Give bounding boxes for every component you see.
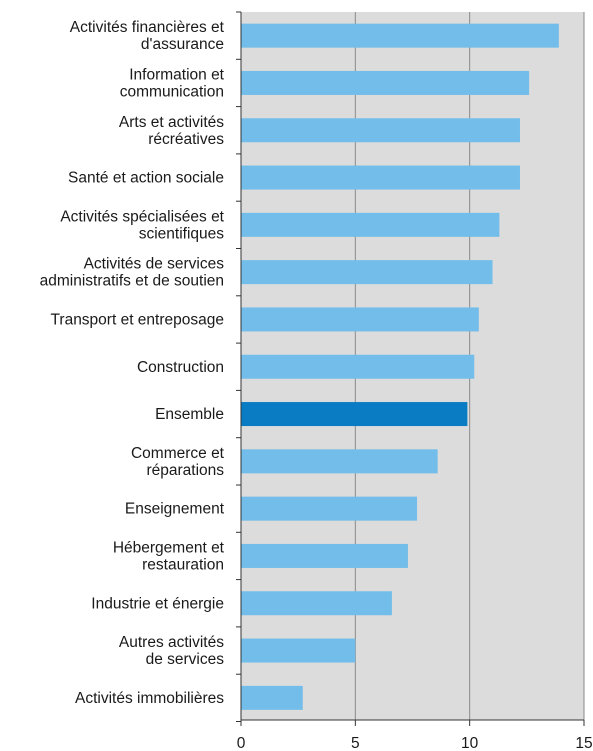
axes xyxy=(236,11,585,726)
bar xyxy=(241,638,356,663)
bar xyxy=(241,260,493,285)
bar xyxy=(241,543,408,568)
category-label: Santé et action sociale xyxy=(68,170,224,187)
category-label: Hébergement et restauration xyxy=(113,539,225,573)
x-tick-label: 0 xyxy=(237,735,246,751)
category-label: Activités immobilières xyxy=(75,690,224,707)
bar xyxy=(241,307,479,332)
bar-highlight xyxy=(241,402,468,427)
bar xyxy=(241,70,530,95)
x-tick-label: 10 xyxy=(461,735,479,751)
bars xyxy=(241,23,559,710)
category-label: Transport et entreposage xyxy=(51,311,224,328)
category-label: Information et communication xyxy=(120,66,225,100)
bar xyxy=(241,496,418,521)
x-tick-labels: 0 5 10 15 xyxy=(237,735,593,751)
category-label: Autres activités de services xyxy=(119,634,224,668)
bar xyxy=(241,165,520,190)
category-label: Activités spécialisées et scientifiques xyxy=(60,208,224,242)
bar xyxy=(241,591,392,616)
x-tick-label: 15 xyxy=(575,735,592,751)
category-label: Activités de services administratifs et d… xyxy=(40,256,225,290)
category-label: Construction xyxy=(137,359,224,376)
bar xyxy=(241,23,559,48)
bar xyxy=(241,354,475,379)
bar xyxy=(241,685,303,710)
bar xyxy=(241,212,500,237)
category-labels: Activités financières et d'assurance Infor… xyxy=(40,19,225,707)
x-tick-label: 5 xyxy=(351,735,360,751)
bar xyxy=(241,449,438,474)
category-label: Industrie et énergie xyxy=(91,595,224,612)
category-label: Commerce et réparations xyxy=(131,445,225,479)
category-label: Arts et activités récréatives xyxy=(119,114,224,148)
category-label: Activités financières et d'assurance xyxy=(70,19,225,53)
bar xyxy=(241,118,520,143)
category-label: Ensemble xyxy=(155,406,224,423)
category-label: Enseignement xyxy=(125,501,225,518)
